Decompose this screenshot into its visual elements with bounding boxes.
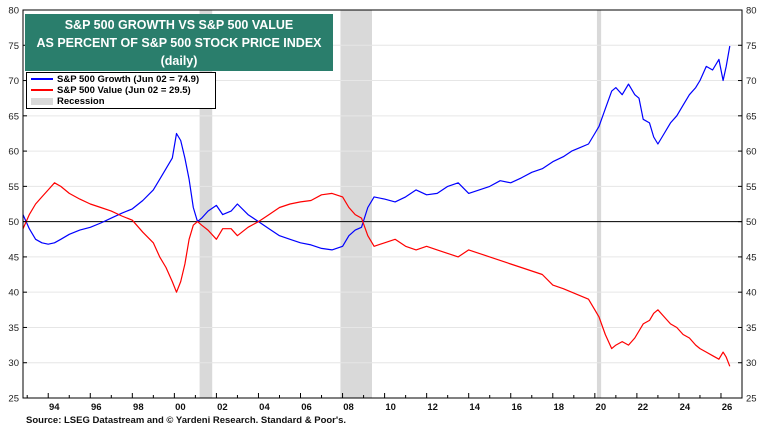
x-tick-label: 24 xyxy=(680,402,691,413)
x-tick-label: 06 xyxy=(301,402,312,413)
chart-title-line-1: S&P 500 GROWTH VS S&P 500 VALUE xyxy=(64,18,294,32)
y-tick-label: 45 xyxy=(746,252,757,263)
y-tick-label: 45 xyxy=(8,252,19,263)
y-tick-label: 80 xyxy=(746,6,757,17)
value-series-line xyxy=(22,182,731,367)
x-tick-label: 08 xyxy=(343,402,354,413)
y-axis-left: 25 30 35 40 45 50 55 60 65 70 75 80 xyxy=(8,6,27,405)
legend-item-value: S&P 500 Value (Jun 02 = 29.5) xyxy=(31,85,191,96)
legend-label-growth: S&P 500 Growth (Jun 02 = 74.9) xyxy=(57,74,200,85)
x-tick-label: 00 xyxy=(175,402,186,413)
legend: S&P 500 Growth (Jun 02 = 74.9) S&P 500 V… xyxy=(26,72,216,109)
x-axis: 94 96 98 00 02 04 06 08 10 12 14 16 18 20 22 24 26 xyxy=(26,393,743,413)
y-tick-label: 55 xyxy=(746,182,757,193)
y-tick-label: 25 xyxy=(746,394,757,405)
legend-item-recession: Recession xyxy=(31,96,105,107)
recession-band xyxy=(340,10,372,398)
x-tick-label: 22 xyxy=(638,402,649,413)
y-tick-label: 40 xyxy=(746,288,757,299)
growth-series-line xyxy=(22,45,731,251)
x-tick-label: 26 xyxy=(722,402,733,413)
plot-frame xyxy=(22,9,743,399)
chart-title-box: S&P 500 GROWTH VS S&P 500 VALUE AS PERCE… xyxy=(25,14,333,71)
y-tick-label: 60 xyxy=(8,147,19,158)
y-tick-label: 50 xyxy=(8,217,19,228)
x-tick-label: 12 xyxy=(427,402,438,413)
x-tick-label: 98 xyxy=(133,402,144,413)
y-tick-label: 75 xyxy=(746,41,757,52)
legend-swatch-growth xyxy=(31,78,53,81)
series-lines xyxy=(22,45,731,367)
y-tick-label: 55 xyxy=(8,182,19,193)
x-tick-label: 20 xyxy=(596,402,607,413)
y-tick-label: 65 xyxy=(746,111,757,122)
y-axis-right: 25 30 35 40 45 50 55 60 65 70 75 80 xyxy=(738,6,757,405)
x-tick-label: 96 xyxy=(91,402,102,413)
x-tick-label: 14 xyxy=(469,402,480,413)
y-tick-label: 70 xyxy=(8,76,19,87)
y-tick-label: 70 xyxy=(746,76,757,87)
legend-label-value: S&P 500 Value (Jun 02 = 29.5) xyxy=(57,85,191,96)
source-note: Source: LSEG Datastream and © Yardeni Re… xyxy=(26,415,347,426)
y-tick-label: 50 xyxy=(746,217,757,228)
chart-title-line-3: (daily) xyxy=(160,54,198,68)
x-tick-label: 16 xyxy=(511,402,522,413)
legend-item-growth: S&P 500 Growth (Jun 02 = 74.9) xyxy=(31,74,199,85)
y-tick-label: 35 xyxy=(746,323,757,334)
x-tick-label: 04 xyxy=(259,402,270,413)
x-tick-label: 10 xyxy=(385,402,396,413)
legend-swatch-value xyxy=(31,89,53,92)
y-tick-label: 60 xyxy=(746,147,757,158)
y-tick-label: 40 xyxy=(8,288,19,299)
y-tick-label: 75 xyxy=(8,41,19,52)
y-tick-label: 30 xyxy=(8,358,19,369)
y-tick-label: 30 xyxy=(746,358,757,369)
chart-title-line-2: AS PERCENT OF S&P 500 STOCK PRICE INDEX xyxy=(36,36,322,50)
y-tick-label: 80 xyxy=(8,6,19,17)
legend-label-recession: Recession xyxy=(57,96,105,107)
x-tick-label: 02 xyxy=(217,402,228,413)
y-tick-label: 65 xyxy=(8,111,19,122)
x-tick-label: 94 xyxy=(49,402,60,413)
y-tick-label: 25 xyxy=(8,394,19,405)
recession-band xyxy=(596,10,602,398)
legend-swatch-recession xyxy=(31,97,53,105)
x-tick-label: 18 xyxy=(554,402,565,413)
y-tick-label: 35 xyxy=(8,323,19,334)
